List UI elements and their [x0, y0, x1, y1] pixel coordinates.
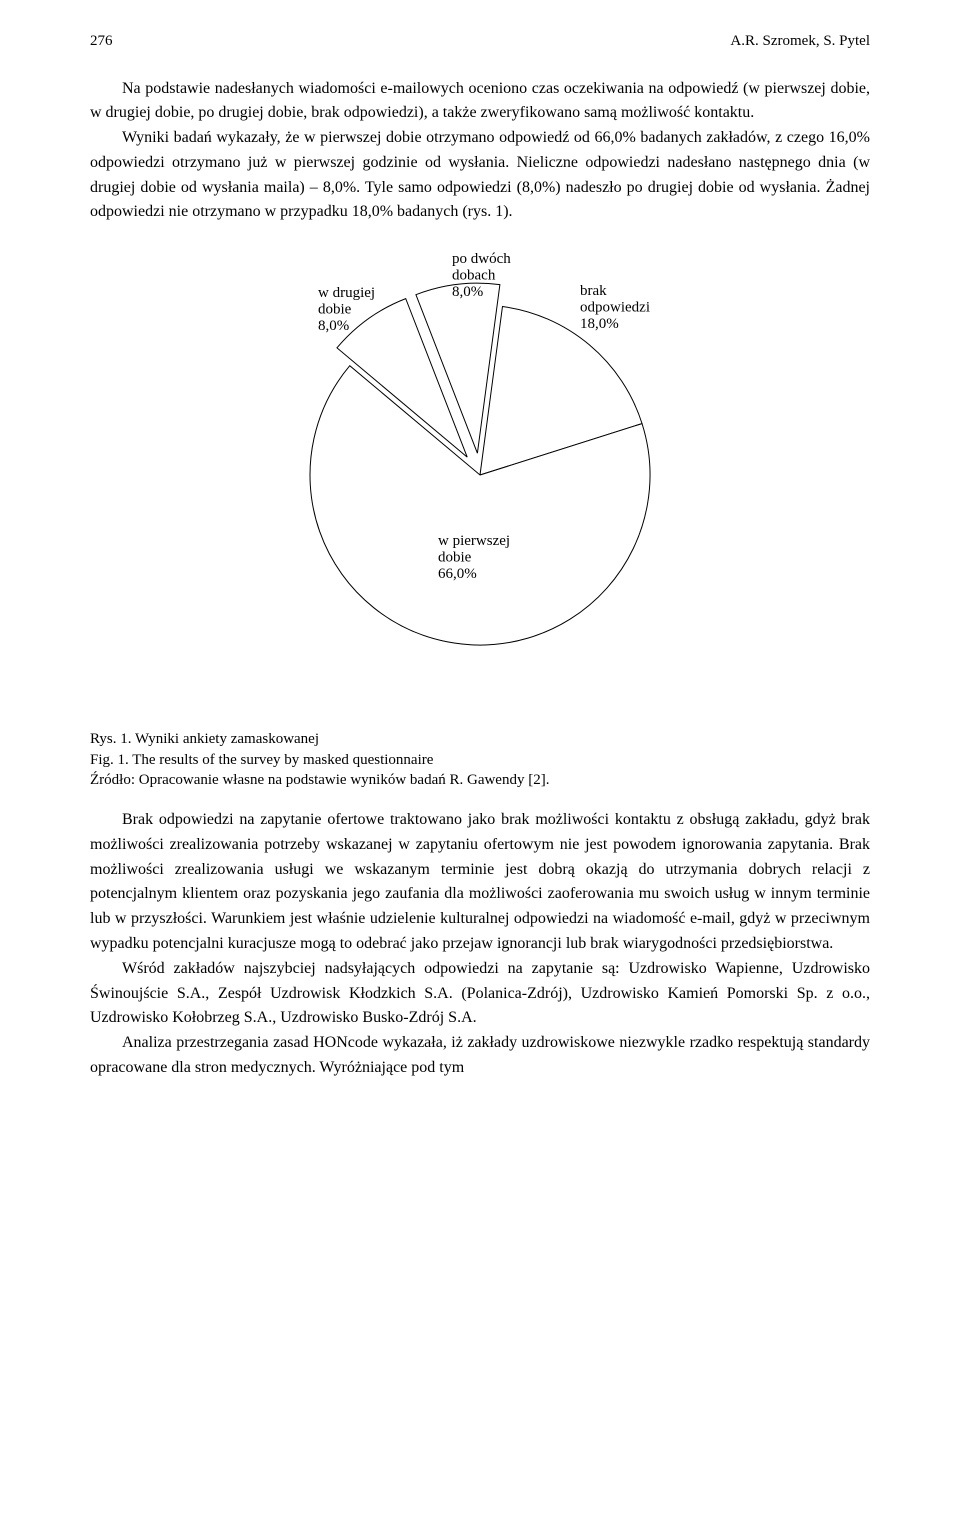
pie-slice-label: po dwóchdobach8,0%: [452, 251, 511, 300]
page-header: 276 A.R. Szromek, S. Pytel: [90, 30, 870, 53]
page-authors: A.R. Szromek, S. Pytel: [730, 30, 870, 53]
paragraph-4: Wśród zakładów najszybciej nadsyłających…: [90, 957, 870, 1031]
pie-chart-container: w drugiejdobie8,0%po dwóchdobach8,0%brak…: [90, 245, 870, 705]
caption-line-1: Rys. 1. Wyniki ankiety zamaskowanej: [90, 729, 870, 749]
paragraph-1: Na podstawie nadesłanych wiadomości e-ma…: [90, 77, 870, 127]
paragraph-2: Wyniki badań wykazały, że w pierwszej do…: [90, 126, 870, 225]
paragraph-3: Brak odpowiedzi na zapytanie ofertowe tr…: [90, 808, 870, 957]
caption-line-2: Fig. 1. The results of the survey by mas…: [90, 750, 870, 770]
pie-chart: w drugiejdobie8,0%po dwóchdobach8,0%brak…: [220, 245, 740, 705]
pie-slice-label: brakodpowiedzi18,0%: [580, 283, 650, 332]
figure-caption: Rys. 1. Wyniki ankiety zamaskowanej Fig.…: [90, 729, 870, 790]
paragraph-5: Analiza przestrzegania zasad HONcode wyk…: [90, 1031, 870, 1081]
caption-line-3: Źródło: Opracowanie własne na podstawie …: [90, 770, 870, 790]
page-number: 276: [90, 30, 113, 53]
